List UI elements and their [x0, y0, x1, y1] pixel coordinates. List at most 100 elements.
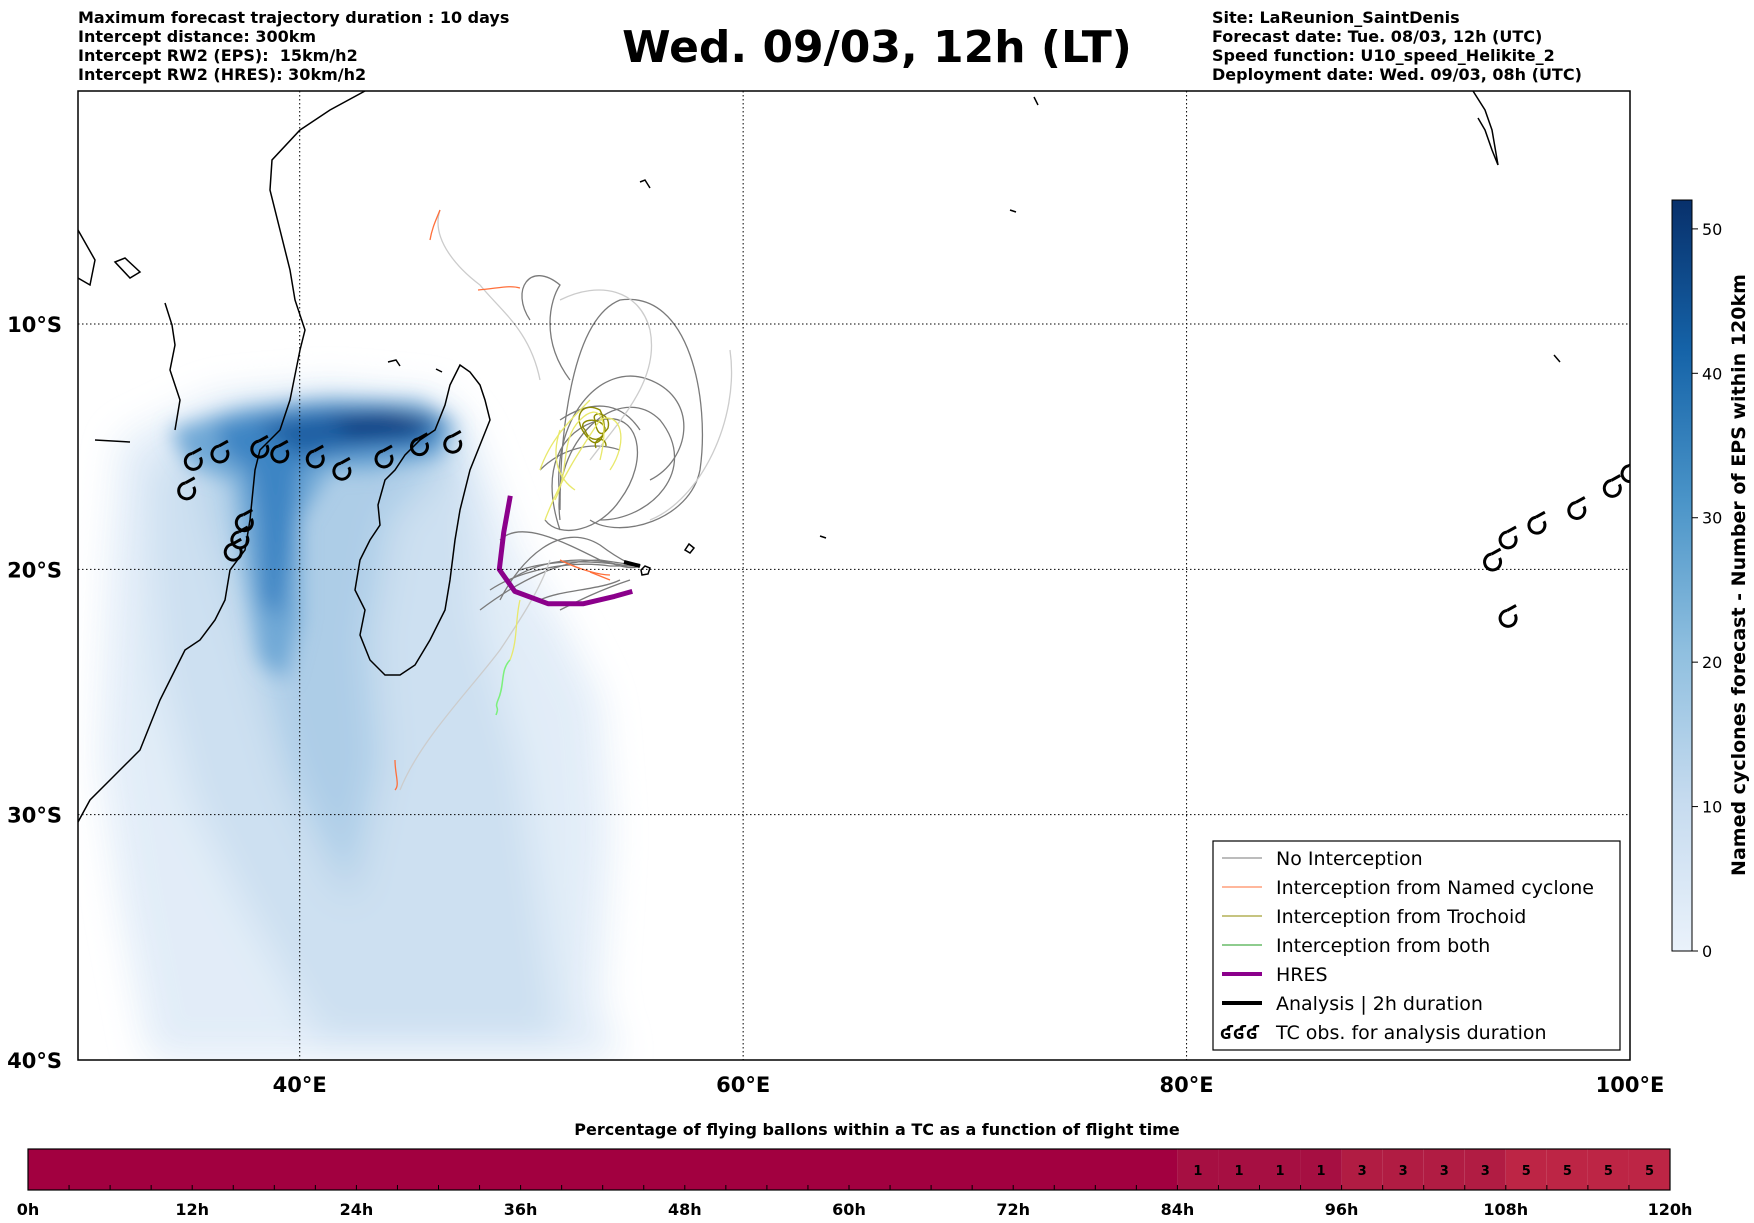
flight-bar-cell [1382, 1149, 1424, 1190]
tc-obs-marker [270, 439, 290, 464]
flight-bar-cell [1341, 1149, 1383, 1190]
flight-bar-frame [27, 1148, 1671, 1191]
flight-bar-value: 1 [1193, 1164, 1202, 1179]
longitude-label: 100°E [1596, 1073, 1665, 1097]
longitude-labels: 40°E 60°E 80°E 100°E [273, 1073, 1665, 1097]
flight-time-bar: Percentage of flying ballons within a TC… [17, 1120, 1693, 1219]
flight-bar-value: 5 [1522, 1164, 1531, 1179]
page-title: Wed. 09/03, 12h (LT) [622, 22, 1132, 73]
tc-obs-marker [177, 476, 197, 501]
longitude-label: 60°E [716, 1073, 770, 1097]
flight-bar-time-label: 120h [1648, 1200, 1693, 1219]
tc-obs-marker [223, 537, 243, 562]
flight-bar-value: 1 [1234, 1164, 1243, 1179]
trajectories-named-cyclone [394, 209, 611, 791]
flight-bar-value: 3 [1399, 1164, 1408, 1179]
tc-obs-marker [1567, 496, 1587, 520]
flight-bar-title: Percentage of flying ballons within a TC… [574, 1120, 1180, 1139]
tc-obs-marker [332, 456, 352, 481]
site-name: Site: LaReunion_SaintDenis [1212, 8, 1460, 27]
tc-obs-marker [210, 439, 230, 464]
flight-bar-value: 5 [1563, 1164, 1572, 1179]
flight-bar-value: 1 [1276, 1164, 1285, 1179]
latitude-label: 20°S [7, 558, 62, 582]
longitude-label: 80°E [1160, 1073, 1214, 1097]
flight-bar-value: 1 [1317, 1164, 1326, 1179]
flight-bar-time-label: 36h [504, 1200, 538, 1219]
flight-bar-value: 3 [1440, 1164, 1449, 1179]
forecast-date: Forecast date: Tue. 08/03, 12h (UTC) [1212, 27, 1543, 46]
tc-observations [177, 429, 1630, 628]
trajectories-no-interception [479, 275, 703, 611]
flight-bar-value: 3 [1481, 1164, 1490, 1179]
legend-label: Interception from Named cyclone [1276, 877, 1594, 899]
longitude-label: 40°E [273, 1073, 327, 1097]
flight-bar-cell [1259, 1149, 1301, 1190]
flight-bar-time-label: 84h [1161, 1200, 1195, 1219]
deployment-date: Deployment date: Wed. 09/03, 08h (UTC) [1212, 65, 1582, 84]
colorbar-tick-label: 0 [1702, 942, 1712, 961]
legend-label: Interception from Trochoid [1276, 906, 1526, 928]
legend-tc-symbol: ʛʛʛ [1220, 1022, 1260, 1044]
legend-label: HRES [1276, 964, 1328, 986]
latitude-label: 30°S [7, 804, 62, 828]
tc-obs-marker [1527, 510, 1547, 535]
param-intercept-eps: Intercept RW2 (EPS): 15km/h2 [78, 46, 358, 65]
flight-bar-cell [1177, 1149, 1219, 1190]
tc-obs-marker [1602, 474, 1622, 498]
colorbar-tick-label: 20 [1702, 653, 1722, 672]
colorbar: Named cyclones forecast - Number of EPS … [1671, 199, 1750, 961]
colorbar-tick-label: 30 [1702, 509, 1722, 528]
legend-item: Analysis | 2h duration [1222, 993, 1483, 1015]
colorbar-tick-label: 50 [1702, 220, 1722, 239]
hres-track [496, 495, 633, 607]
speed-function: Speed function: U10_speed_Helikite_2 [1212, 46, 1555, 65]
tc-obs-marker [1620, 463, 1630, 484]
legend-item: Interception from Named cyclone [1222, 877, 1594, 899]
param-intercept-distance: Intercept distance: 300km [78, 27, 317, 46]
flight-bar-time-label: 108h [1483, 1200, 1528, 1219]
flight-bar-value: 3 [1358, 1164, 1367, 1179]
flight-bar-time-label: 72h [996, 1200, 1030, 1219]
trajectories-both [495, 659, 511, 716]
tc-obs-marker [443, 429, 463, 454]
latitude-label: 10°S [7, 313, 62, 337]
flight-bar-time-label: 24h [340, 1200, 374, 1219]
tc-obs-marker [1483, 547, 1503, 572]
flight-bar-cell [28, 1149, 1178, 1190]
tc-obs-marker [409, 432, 429, 457]
flight-bar-time-label: 12h [175, 1200, 209, 1219]
latitude-labels: 10°S 20°S 30°S 40°S [7, 313, 62, 1073]
tc-obs-marker [183, 447, 203, 471]
site-info: Site: LaReunion_SaintDenis Forecast date… [1212, 8, 1582, 84]
legend-label: Interception from both [1276, 935, 1490, 957]
flight-bar-cell [1628, 1149, 1670, 1190]
flight-bar-cell [1218, 1149, 1260, 1190]
legend-item: ʛʛʛ TC obs. for analysis duration [1220, 1022, 1547, 1044]
legend-item: No Interception [1222, 848, 1423, 870]
analysis-track [623, 560, 641, 568]
flight-bar-time-label: 60h [832, 1200, 866, 1219]
legend-label: No Interception [1276, 848, 1423, 870]
flight-bar-value: 5 [1645, 1164, 1654, 1179]
trajectories-trochoid-light [509, 399, 622, 661]
legend-item: HRES [1222, 964, 1328, 986]
flight-bar-time-label: 96h [1325, 1200, 1359, 1219]
legend-label: TC obs. for analysis duration [1275, 1022, 1547, 1044]
map-frame [77, 90, 1631, 1061]
legend-box [1212, 840, 1621, 1051]
flight-bar-cell [1423, 1149, 1465, 1190]
flight-bar-time-label: 48h [668, 1200, 702, 1219]
param-intercept-hres: Intercept RW2 (HRES): 30km/h2 [78, 65, 367, 84]
colorbar-label: Named cyclones forecast - Number of EPS … [1728, 274, 1750, 876]
graticule [78, 91, 1630, 1060]
tc-obs-marker [305, 444, 325, 469]
coastlines [78, 91, 1561, 823]
trajectories-trochoid [578, 406, 610, 449]
flight-bar-value: 5 [1604, 1164, 1613, 1179]
forecast-parameters: Maximum forecast trajectory duration : 1… [78, 8, 509, 84]
colorbar-tick-label: 10 [1702, 798, 1722, 817]
flight-bar-cell [1300, 1149, 1342, 1190]
legend-item: Interception from both [1222, 935, 1490, 957]
